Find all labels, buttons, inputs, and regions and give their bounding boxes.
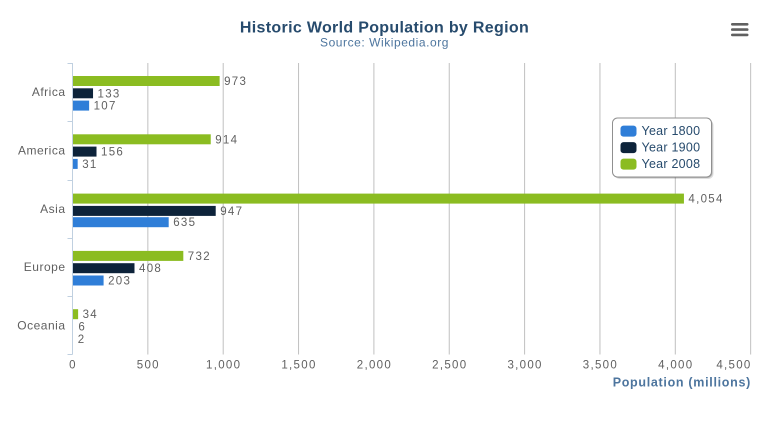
svg-text:3,500: 3,500 [583,360,618,372]
svg-text:34: 34 [83,309,98,321]
svg-text:Africa: Africa [32,85,66,99]
svg-text:1,500: 1,500 [281,360,316,372]
svg-text:Year 1800: Year 1800 [642,124,701,138]
svg-text:203: 203 [108,276,131,288]
svg-text:635: 635 [173,217,196,229]
svg-text:Source: Wikipedia.org: Source: Wikipedia.org [320,36,449,50]
svg-text:500: 500 [137,360,160,372]
svg-text:1,000: 1,000 [206,360,241,372]
svg-text:107: 107 [94,101,117,113]
svg-text:Year 1900: Year 1900 [642,141,701,155]
svg-text:947: 947 [220,206,243,218]
svg-text:Oceania: Oceania [17,318,65,332]
svg-text:6: 6 [78,322,86,334]
svg-text:0: 0 [69,360,77,372]
svg-text:914: 914 [215,134,238,146]
svg-text:4,054: 4,054 [688,194,723,206]
svg-text:133: 133 [98,88,121,100]
svg-text:Europe: Europe [24,260,66,274]
svg-text:4,000: 4,000 [658,360,693,372]
svg-text:America: America [18,143,66,157]
svg-text:732: 732 [188,251,211,263]
svg-text:4,500: 4,500 [716,360,751,372]
svg-text:31: 31 [82,159,97,171]
svg-text:3,000: 3,000 [507,360,542,372]
svg-text:Year 2008: Year 2008 [642,157,701,171]
svg-text:Historic World Population by R: Historic World Population by Region [240,20,529,37]
svg-text:Population (millions): Population (millions) [613,376,751,390]
svg-text:408: 408 [139,263,162,275]
svg-text:Asia: Asia [40,202,65,216]
svg-text:2,500: 2,500 [432,360,467,372]
svg-text:2: 2 [78,334,86,346]
svg-text:156: 156 [101,147,124,159]
svg-text:973: 973 [224,76,247,88]
svg-text:2,000: 2,000 [357,360,392,372]
